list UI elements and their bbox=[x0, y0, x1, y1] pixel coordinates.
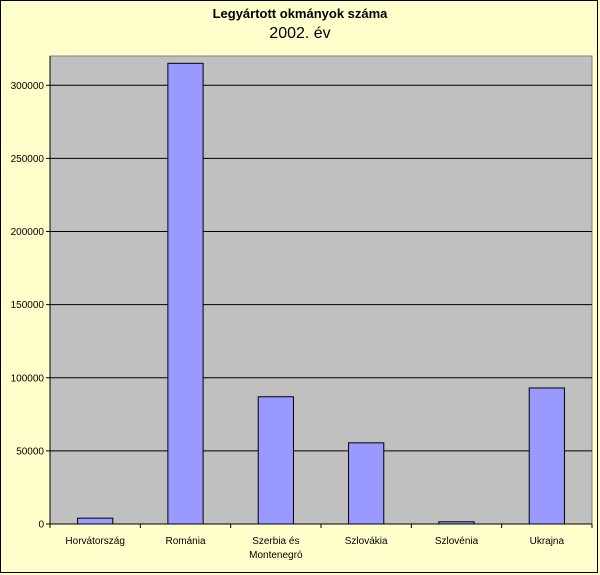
x-tick-label: Szerbia és bbox=[252, 536, 299, 547]
bar bbox=[77, 517, 114, 525]
y-tick-label: 250000 bbox=[11, 154, 45, 165]
y-tick-label: 0 bbox=[38, 520, 44, 531]
x-tick-label: Szlovénia bbox=[435, 536, 479, 547]
bar bbox=[348, 442, 385, 525]
y-tick-label: 50000 bbox=[16, 446, 44, 457]
chart-subtitle: 2002. év bbox=[269, 25, 331, 42]
y-tick-label: 300000 bbox=[11, 81, 45, 92]
y-tick-label: 150000 bbox=[11, 300, 45, 311]
chart-title: Legyártott okmányok száma bbox=[212, 6, 388, 21]
x-tick-label: Montenegró bbox=[249, 550, 303, 561]
x-tick-label: Ukrajna bbox=[530, 536, 565, 547]
bars bbox=[77, 62, 565, 525]
bar bbox=[257, 396, 294, 525]
plot-area bbox=[49, 55, 593, 525]
gridlines bbox=[46, 84, 592, 525]
bar bbox=[167, 62, 204, 525]
x-tick-label: Horvátország bbox=[65, 536, 124, 547]
y-tick-label: 200000 bbox=[11, 227, 45, 238]
x-tick-labels: Horvátország Románia Szerbia és Montenegró S… bbox=[65, 536, 564, 561]
bar bbox=[528, 387, 565, 525]
y-tick-label: 100000 bbox=[11, 373, 45, 384]
axes bbox=[49, 56, 593, 528]
x-tick-label: Románia bbox=[165, 536, 205, 547]
y-tick-labels: 0 50000 100000 150000 200000 250000 300000 bbox=[11, 81, 45, 531]
x-tick-label: Szlovákia bbox=[345, 536, 388, 547]
